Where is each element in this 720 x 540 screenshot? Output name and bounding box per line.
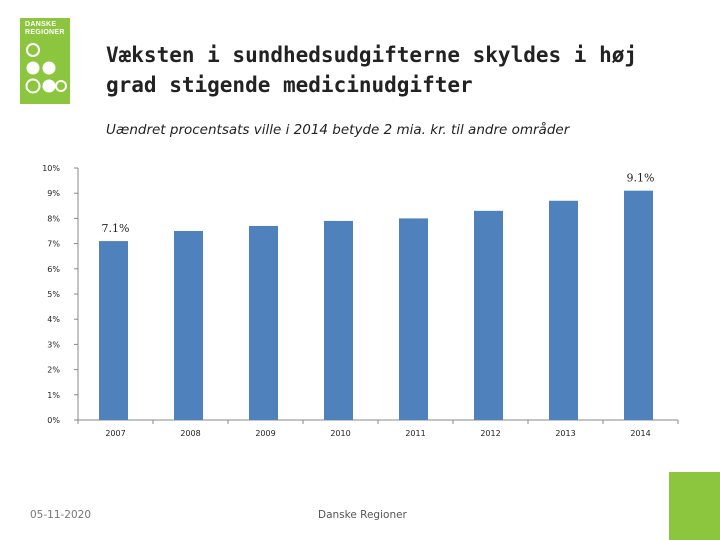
logo-circles-icon	[25, 43, 67, 94]
danske-regioner-logo: DANSKE REGIONER	[20, 18, 70, 104]
y-tick-label: 5%	[47, 290, 60, 299]
y-tick-label: 0%	[47, 416, 60, 425]
x-tick-label: 2013	[555, 429, 575, 438]
bar-2014	[624, 190, 653, 420]
bar-2007	[99, 241, 128, 420]
logo-text: DANSKE REGIONER	[25, 21, 65, 36]
y-tick-label: 9%	[47, 189, 60, 198]
x-tick-label: 2009	[255, 429, 275, 438]
y-tick-label: 2%	[47, 366, 60, 375]
slide-title: Væksten i sundhedsudgifterne skyldes i h…	[106, 43, 638, 97]
x-tick-label: 2008	[180, 429, 200, 438]
x-tick-label: 2011	[405, 429, 425, 438]
y-tick-label: 4%	[47, 315, 60, 324]
footer-organization: Danske Regioner	[318, 509, 407, 521]
y-tick-label: 8%	[47, 214, 60, 223]
bar-2012	[474, 210, 503, 420]
corner-accent-block	[669, 472, 720, 540]
y-tick-label: 7%	[47, 240, 60, 249]
slide-subtitle: Uændret procentsats ville i 2014 betyde …	[106, 122, 570, 138]
bar-2010	[324, 220, 353, 420]
data-label-2014: 9.1%	[627, 172, 655, 185]
x-tick-label: 2012	[480, 429, 500, 438]
bar-2011	[399, 218, 428, 420]
y-tick-label: 1%	[47, 391, 60, 400]
y-tick-label: 3%	[47, 340, 60, 349]
footer-date: 05-11-2020	[30, 509, 92, 521]
data-label-2007: 7.1%	[102, 222, 130, 235]
y-tick-label: 6%	[47, 265, 60, 274]
bar-2009	[249, 225, 278, 420]
x-tick-label: 2010	[330, 429, 350, 438]
y-tick-label: 10%	[42, 164, 60, 173]
x-tick-label: 2014	[630, 429, 650, 438]
x-tick-label: 2007	[105, 429, 125, 438]
bar-2013	[549, 200, 578, 420]
bar-2008	[174, 231, 203, 420]
